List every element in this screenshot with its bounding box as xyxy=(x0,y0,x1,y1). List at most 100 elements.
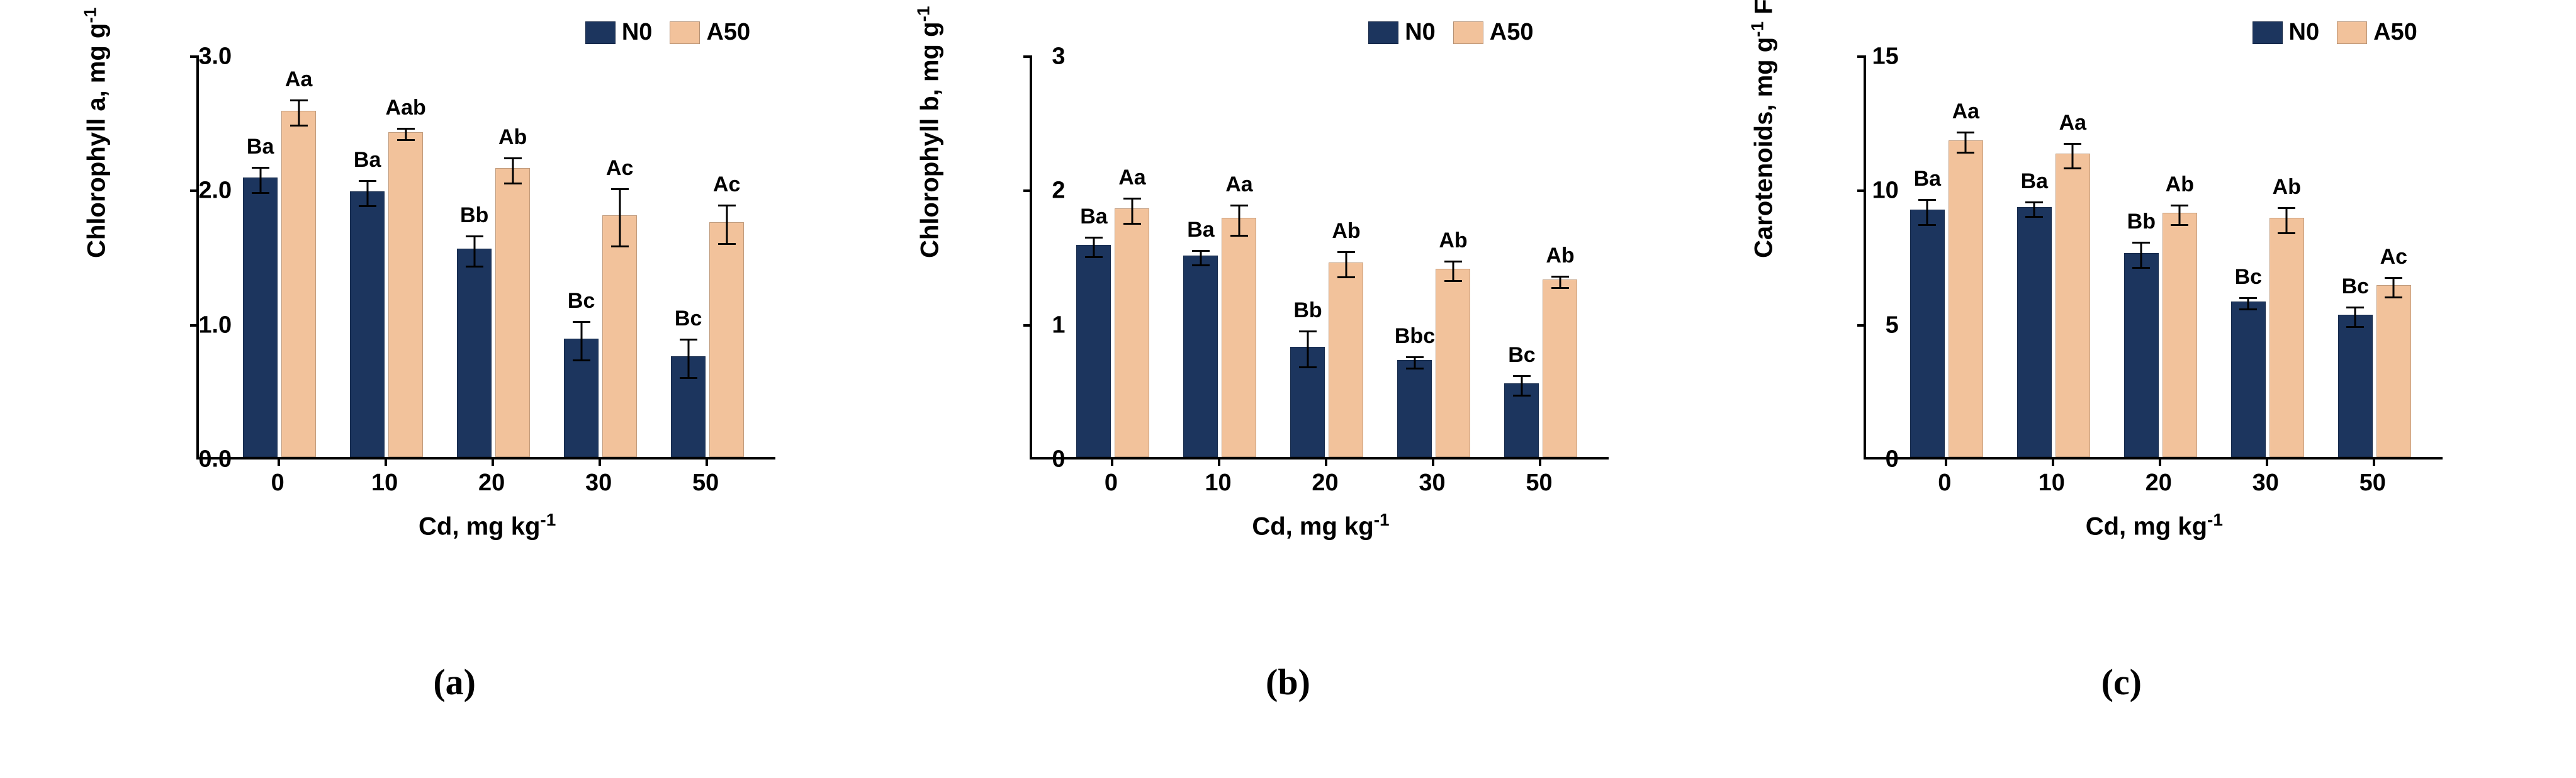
x-axis-title: Cd, mg kg-1 xyxy=(419,510,556,541)
error-cap xyxy=(1406,356,1424,358)
bar-label: Ba xyxy=(354,148,381,172)
error-cap xyxy=(2346,307,2364,308)
error-bar xyxy=(2072,143,2074,170)
bar-label: Ac xyxy=(606,156,633,181)
panel-b: Chlorophyll b, mg g-1 FW0123Cd, mg kg-10… xyxy=(871,19,1704,703)
y-tick xyxy=(1023,324,1032,327)
x-tick xyxy=(1945,457,1947,466)
bar-a50 xyxy=(1949,140,1983,457)
error-cap xyxy=(290,99,308,101)
y-tick xyxy=(1857,324,1866,327)
error-cap xyxy=(504,183,522,184)
legend-item: N0 xyxy=(1368,19,1436,46)
bar-label: Bb xyxy=(2127,210,2156,234)
error-cap xyxy=(680,377,697,379)
error-cap xyxy=(573,321,590,323)
legend-label: A50 xyxy=(706,19,750,46)
error-bar xyxy=(366,180,368,207)
chart-c: Carotenoids, mg g-1 FW051015Cd, mg kg-10… xyxy=(1750,19,2493,585)
bar-label: Bc xyxy=(675,307,702,331)
legend-label: N0 xyxy=(1405,19,1436,46)
error-cap xyxy=(611,188,629,190)
legend-item: N0 xyxy=(585,19,653,46)
bar-a50 xyxy=(1115,208,1149,457)
x-axis-title: Cd, mg kg-1 xyxy=(1252,510,1389,541)
bar-label: Ac xyxy=(2380,245,2407,269)
x-axis-title: Cd, mg kg-1 xyxy=(2086,510,2223,541)
error-bar xyxy=(1965,132,1967,153)
error-cap xyxy=(680,339,697,341)
legend-label: A50 xyxy=(2373,19,2417,46)
bar-label: Aa xyxy=(2059,111,2086,135)
legend-item: A50 xyxy=(670,19,750,46)
x-tick xyxy=(278,457,280,466)
error-cap xyxy=(504,157,522,159)
error-bar xyxy=(2179,205,2181,226)
legend-swatch xyxy=(585,21,616,44)
error-cap xyxy=(1551,276,1569,278)
error-bar xyxy=(2140,242,2142,269)
bar-n0 xyxy=(1397,360,1432,457)
figure-row: Chlorophyll a, mg g-1 FW0.01.02.03.0Cd, … xyxy=(0,0,2576,778)
y-tick xyxy=(190,55,199,58)
plot-area: Cd, mg kg-10BaAa10BaAab20BbAb30BcAc50BcA… xyxy=(196,57,775,459)
error-cap xyxy=(1918,199,1936,201)
legend-item: A50 xyxy=(2337,19,2417,46)
bar-a50 xyxy=(2163,213,2197,457)
error-cap xyxy=(290,125,308,127)
error-bar xyxy=(1307,330,1308,368)
error-cap xyxy=(1085,237,1103,239)
legend-item: N0 xyxy=(2253,19,2320,46)
bar-label: Ab xyxy=(1332,219,1360,244)
x-tick xyxy=(706,457,708,466)
error-bar xyxy=(1926,199,1928,226)
bar-a50 xyxy=(1543,279,1577,457)
bar-a50 xyxy=(281,111,316,457)
x-tick xyxy=(492,457,494,466)
bar-n0 xyxy=(1076,245,1111,457)
panel-c: Carotenoids, mg g-1 FW051015Cd, mg kg-10… xyxy=(1705,19,2538,703)
error-bar xyxy=(1452,261,1454,282)
error-cap xyxy=(397,139,415,141)
bar-label: Ba xyxy=(1187,218,1214,242)
bar-label: Aa xyxy=(1118,166,1145,190)
legend-swatch xyxy=(2337,21,2367,44)
error-bar xyxy=(580,321,582,361)
error-cap xyxy=(1513,375,1531,377)
x-tick-label: 50 xyxy=(692,470,719,497)
x-tick xyxy=(1218,457,1220,466)
y-tick xyxy=(1857,189,1866,192)
panel-a: Chlorophyll a, mg g-1 FW0.01.02.03.0Cd, … xyxy=(38,19,871,703)
bar-label: Ab xyxy=(2273,175,2301,200)
bar-a50 xyxy=(709,222,744,457)
error-cap xyxy=(359,180,376,182)
bar-n0 xyxy=(2017,207,2052,457)
bar-label: Aa xyxy=(1225,172,1252,197)
legend-item: A50 xyxy=(1453,19,1534,46)
error-cap xyxy=(2239,297,2257,299)
x-tick-label: 10 xyxy=(1205,470,1231,497)
error-bar xyxy=(259,167,261,194)
error-bar xyxy=(1093,237,1094,258)
error-bar xyxy=(2354,307,2356,328)
legend-swatch xyxy=(670,21,700,44)
bar-label: Ba xyxy=(247,135,274,159)
error-cap xyxy=(2278,232,2295,234)
panel-sublabel: (b) xyxy=(1266,661,1310,703)
bar-a50 xyxy=(2376,285,2411,457)
error-cap xyxy=(1299,330,1317,332)
x-tick-label: 0 xyxy=(1938,470,1951,497)
bar-label: Ab xyxy=(1439,228,1467,253)
bar-label: Ba xyxy=(1080,205,1107,229)
error-cap xyxy=(1918,224,1936,226)
legend-swatch xyxy=(2253,21,2283,44)
bar-a50 xyxy=(1436,269,1470,457)
bar-a50 xyxy=(1329,262,1363,457)
error-cap xyxy=(1123,198,1141,200)
bar-label: Bbc xyxy=(1395,324,1435,349)
error-bar xyxy=(1345,251,1347,278)
error-cap xyxy=(1230,205,1248,206)
bar-label: Ba xyxy=(2021,169,2048,194)
x-tick xyxy=(2266,457,2268,466)
x-tick-label: 10 xyxy=(2039,470,2065,497)
